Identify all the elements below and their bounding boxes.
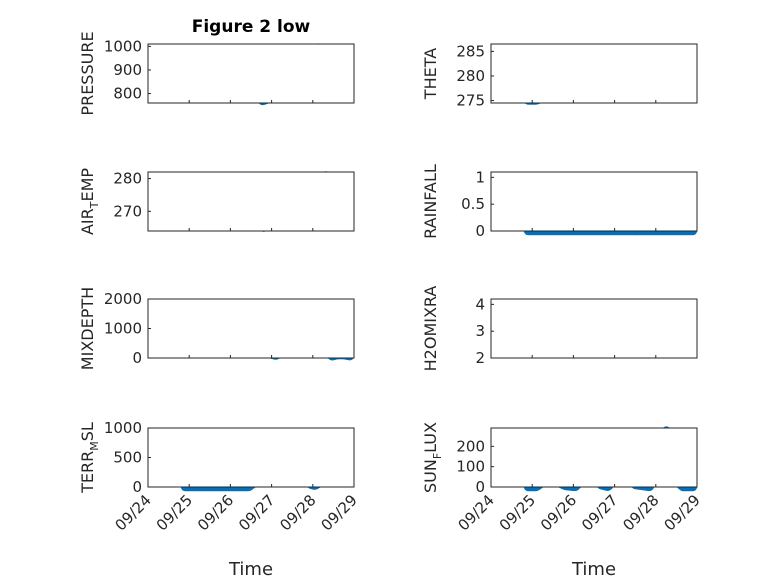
x-tick-label: 09/25 bbox=[153, 491, 196, 534]
y-tick-label: 270 bbox=[113, 202, 142, 220]
y-axis-label: RAINFALL bbox=[421, 164, 440, 239]
x-axis-label-right: Time bbox=[571, 559, 616, 580]
y-axis-label-part: TERR bbox=[78, 451, 97, 494]
y-axis-label-part: H2OMIXRA bbox=[421, 286, 440, 372]
y-tick-label: 2 bbox=[475, 349, 485, 367]
axes-frame bbox=[147, 171, 355, 232]
x-tick-label: 09/24 bbox=[112, 491, 155, 534]
y-tick-label: 100 bbox=[456, 458, 485, 476]
x-tick-label: 09/26 bbox=[194, 491, 237, 534]
y-axis-label-rest: LUX bbox=[421, 422, 440, 453]
axes-3: 270 280 AIRTEMP bbox=[78, 168, 355, 235]
x-tick-label: 09/29 bbox=[318, 491, 361, 534]
y-tick-label: 1 bbox=[475, 168, 485, 186]
axes-frame bbox=[147, 427, 355, 488]
y-axis-label-subscript: T bbox=[88, 201, 101, 209]
y-axis-label-part: RAINFALL bbox=[421, 164, 440, 239]
x-tick-label: 09/28 bbox=[619, 491, 662, 534]
figure-title: Figure 2 low bbox=[192, 17, 311, 37]
x-tick-label: 09/25 bbox=[496, 491, 539, 534]
y-axis-label-rest: SL bbox=[78, 422, 97, 441]
y-axis-label-part: AIR bbox=[78, 208, 97, 235]
y-tick-label: 2000 bbox=[104, 290, 142, 308]
axes-frame bbox=[490, 43, 698, 104]
y-tick-label: 0 bbox=[132, 349, 142, 367]
x-tick-label: 09/28 bbox=[276, 491, 319, 534]
y-axis-label-subscript: M bbox=[88, 441, 101, 451]
x-tick-label: 09/24 bbox=[455, 491, 498, 534]
y-axis-label: TERRMSL bbox=[78, 422, 101, 494]
y-tick-label: 4 bbox=[475, 295, 485, 313]
y-axis-label-part: MIXDEPTH bbox=[78, 287, 97, 370]
y-axis-label: AIRTEMP bbox=[78, 168, 101, 235]
x-tick-label: 09/26 bbox=[537, 491, 580, 534]
y-axis-label-part: THETA bbox=[421, 48, 440, 100]
axes-4: 0 0.5 1 RAINFALL bbox=[421, 164, 698, 240]
y-axis-label-rest: EMP bbox=[78, 168, 97, 202]
y-axis-label-part: PRESSURE bbox=[78, 31, 97, 115]
y-axis-label: MIXDEPTH bbox=[78, 287, 97, 370]
axes-frame bbox=[490, 427, 698, 488]
y-tick-label: 0 bbox=[132, 478, 142, 496]
axes-frame bbox=[147, 298, 355, 359]
y-tick-label: 900 bbox=[113, 61, 142, 79]
y-tick-label: 0.5 bbox=[461, 195, 485, 213]
y-tick-label: 3 bbox=[475, 322, 485, 340]
y-axis-label: THETA bbox=[421, 48, 440, 100]
x-axis-label-left: Time bbox=[228, 559, 273, 580]
y-tick-label: 275 bbox=[456, 92, 485, 110]
axes-frame bbox=[490, 298, 698, 359]
y-axis-label-subscript: F bbox=[431, 453, 444, 459]
x-tick-label: 09/27 bbox=[578, 491, 621, 534]
y-tick-label: 280 bbox=[456, 67, 485, 85]
axes-1: 800 900 1000 PRESSURE bbox=[78, 31, 355, 116]
y-tick-label: 285 bbox=[456, 42, 485, 60]
y-tick-label: 1000 bbox=[104, 419, 142, 437]
y-tick-label: 280 bbox=[113, 170, 142, 188]
x-tick-label: 09/29 bbox=[661, 491, 704, 534]
y-tick-label: 0 bbox=[475, 222, 485, 240]
y-axis-label: H2OMIXRA bbox=[421, 286, 440, 372]
y-tick-label: 1000 bbox=[104, 320, 142, 338]
y-tick-label: 1000 bbox=[104, 37, 142, 55]
y-axis-label: PRESSURE bbox=[78, 31, 97, 115]
y-axis-label-part: SUN bbox=[421, 459, 440, 493]
y-tick-label: 200 bbox=[456, 437, 485, 455]
y-tick-label: 800 bbox=[113, 85, 142, 103]
axes-frame bbox=[490, 171, 698, 232]
y-axis-label: SUNFLUX bbox=[421, 422, 444, 493]
axes-frame bbox=[147, 43, 355, 104]
y-tick-label: 500 bbox=[113, 449, 142, 467]
axes-6: 2 3 4 H2OMIXRA bbox=[421, 286, 698, 372]
x-tick-label: 09/27 bbox=[235, 491, 278, 534]
y-tick-label: 0 bbox=[475, 478, 485, 496]
axes-2: 275 280 285 THETA bbox=[421, 42, 698, 110]
axes-5: 0 1000 2000 MIXDEPTH bbox=[78, 287, 355, 370]
